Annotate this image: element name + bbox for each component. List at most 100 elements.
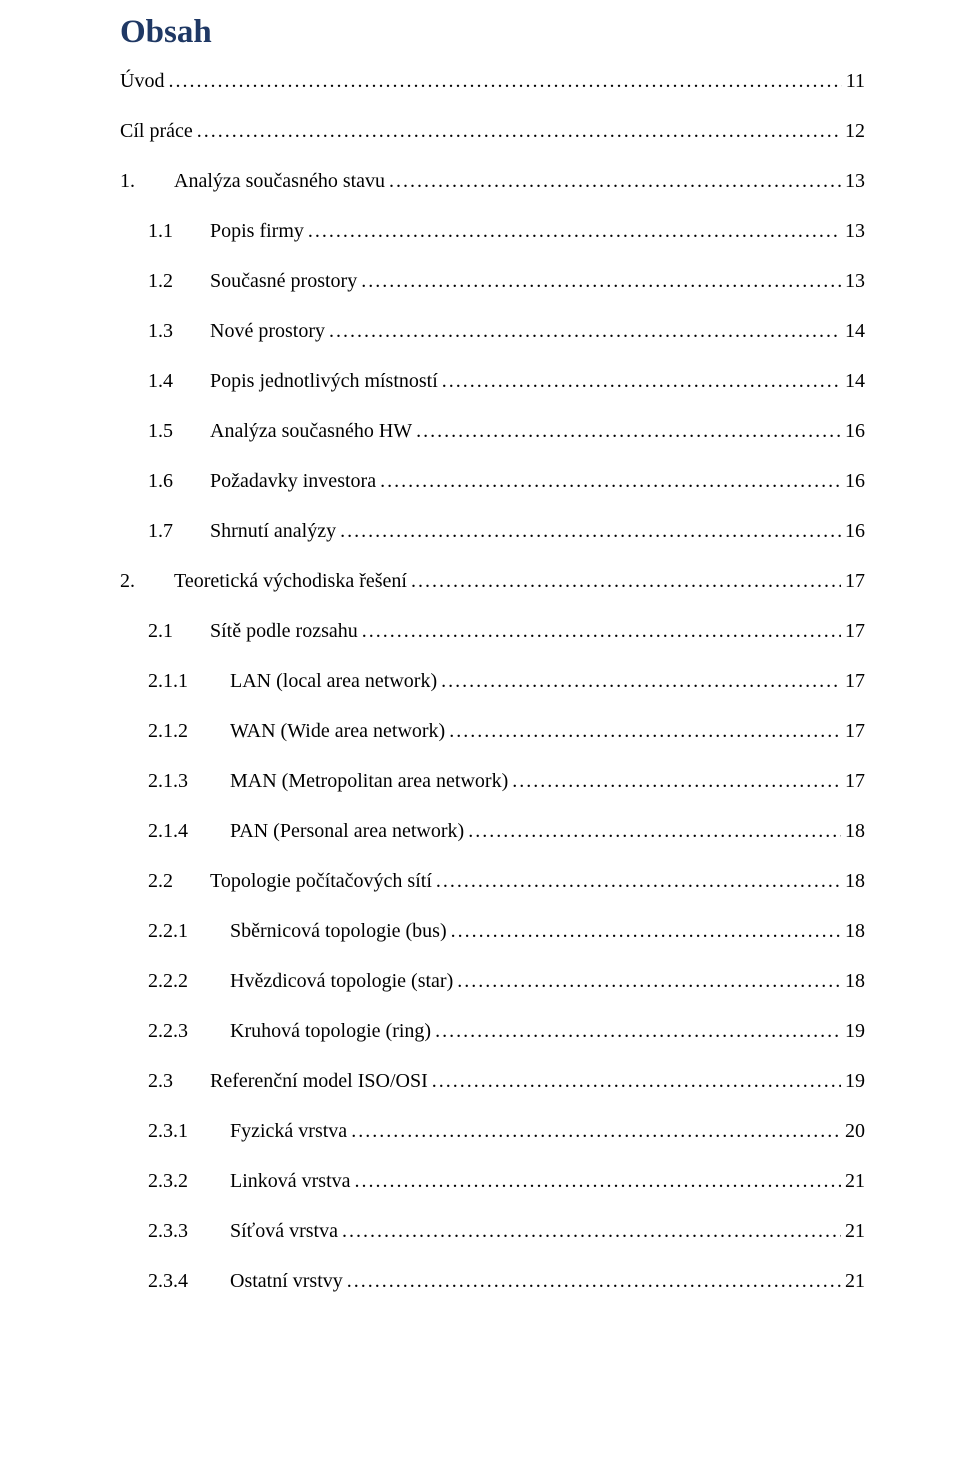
toc-entry-title: Ostatní vrstvy (230, 1269, 343, 1293)
toc-entry-number: 1.2 (148, 269, 210, 293)
toc-entry-title: Nové prostory (210, 319, 325, 343)
toc-entry-number: 2.1 (148, 619, 210, 643)
toc-entry-page: 17 (845, 619, 865, 643)
toc-entry-title: Shrnutí analýzy (210, 519, 336, 543)
toc-entry-leader (351, 1119, 841, 1143)
toc-entry: 2.3.1Fyzická vrstva 20 (120, 1119, 865, 1143)
toc-entry-title: Sítě podle rozsahu (210, 619, 358, 643)
toc-entry-number: 1.5 (148, 419, 210, 443)
toc-entry-number: 2.2.1 (148, 919, 230, 943)
toc-entry-page: 14 (845, 319, 865, 343)
toc-entry-page: 21 (845, 1219, 865, 1243)
toc-entry-leader (389, 169, 841, 193)
toc-entry-page: 19 (845, 1069, 865, 1093)
toc-entry-leader (468, 819, 841, 843)
toc-entry: 1.Analýza současného stavu 13 (120, 169, 865, 193)
toc-entry-page: 14 (845, 369, 865, 393)
toc-entry-title: Současné prostory (210, 269, 357, 293)
toc-entry-title: Požadavky investora (210, 469, 376, 493)
toc-entry: 1.1Popis firmy 13 (120, 219, 865, 243)
toc-entry-page: 20 (845, 1119, 865, 1143)
toc-entry: 1.6Požadavky investora 16 (120, 469, 865, 493)
toc-entry-leader (432, 1069, 841, 1093)
toc-entry: 2.2.3Kruhová topologie (ring) 19 (120, 1019, 865, 1043)
toc-entry: 2.2Topologie počítačových sítí 18 (120, 869, 865, 893)
toc-entry-title: WAN (Wide area network) (230, 719, 445, 743)
toc-entry-number: 1.4 (148, 369, 210, 393)
toc-entry-page: 18 (845, 819, 865, 843)
toc-entry: 2.3.4Ostatní vrstvy 21 (120, 1269, 865, 1293)
toc-entry-leader (416, 419, 841, 443)
toc-entry: 2.1.2WAN (Wide area network) 17 (120, 719, 865, 743)
toc-entry-title: Topologie počítačových sítí (210, 869, 432, 893)
toc-entry-leader (441, 669, 841, 693)
toc-entry-page: 13 (845, 169, 865, 193)
toc-entry-number: 2.3 (148, 1069, 210, 1093)
toc-entry-page: 18 (845, 969, 865, 993)
toc-entry-page: 21 (845, 1269, 865, 1293)
toc-entry: 2.2.2Hvězdicová topologie (star) 18 (120, 969, 865, 993)
toc-entry-title: MAN (Metropolitan area network) (230, 769, 508, 793)
toc-entry-title: Analýza současného HW (210, 419, 412, 443)
toc-entry-number: 1.6 (148, 469, 210, 493)
toc-entry: 1.3Nové prostory 14 (120, 319, 865, 343)
toc-entry-page: 13 (845, 269, 865, 293)
toc-entry-number: 2.2 (148, 869, 210, 893)
toc-entry-leader (329, 319, 841, 343)
toc-entry: 1.5Analýza současného HW 16 (120, 419, 865, 443)
toc-entry: 2.3Referenční model ISO/OSI 19 (120, 1069, 865, 1093)
toc-entry: 1.4Popis jednotlivých místností 14 (120, 369, 865, 393)
toc-title: Obsah (120, 14, 865, 51)
toc-entry-leader (411, 569, 841, 593)
toc-entry-number: 1.7 (148, 519, 210, 543)
toc-entry: 2.2.1Sběrnicová topologie (bus) 18 (120, 919, 865, 943)
toc-entry-leader (362, 619, 841, 643)
page: Obsah Úvod 11 Cíl práce 12 1.Analýza souča… (0, 0, 960, 1462)
toc-entry-number: 2.1.3 (148, 769, 230, 793)
toc-container: Úvod 11 Cíl práce 12 1.Analýza současného … (120, 69, 865, 1293)
toc-entry-page: 12 (845, 119, 865, 143)
toc-entry-number: 2.1.4 (148, 819, 230, 843)
toc-entry-page: 16 (845, 469, 865, 493)
toc-entry-page: 18 (845, 869, 865, 893)
toc-entry: 1.7Shrnutí analýzy 16 (120, 519, 865, 543)
toc-entry-leader (342, 1219, 841, 1243)
toc-entry-number: 1.1 (148, 219, 210, 243)
toc-entry-number: 2.3.1 (148, 1119, 230, 1143)
toc-entry-leader (197, 119, 841, 143)
toc-entry-page: 16 (845, 519, 865, 543)
toc-entry-page: 13 (845, 219, 865, 243)
toc-entry: 2.1.4PAN (Personal area network) 18 (120, 819, 865, 843)
toc-entry: Úvod 11 (120, 69, 865, 93)
toc-entry-leader (380, 469, 841, 493)
toc-entry-page: 19 (845, 1019, 865, 1043)
toc-entry-title: Analýza současného stavu (174, 169, 385, 193)
toc-entry-leader (340, 519, 841, 543)
toc-entry-page: 21 (845, 1169, 865, 1193)
toc-entry-title: Hvězdicová topologie (star) (230, 969, 453, 993)
toc-entry-page: 17 (845, 669, 865, 693)
toc-entry-title: Úvod (120, 69, 164, 93)
toc-entry-leader (435, 1019, 841, 1043)
toc-entry-title: Linková vrstva (230, 1169, 351, 1193)
toc-entry-page: 11 (846, 69, 865, 93)
toc-entry: 2.1.3MAN (Metropolitan area network) 17 (120, 769, 865, 793)
toc-entry-title: Referenční model ISO/OSI (210, 1069, 428, 1093)
toc-entry-title: Sběrnicová topologie (bus) (230, 919, 447, 943)
toc-entry-number: 2.3.3 (148, 1219, 230, 1243)
toc-entry-leader (347, 1269, 841, 1293)
toc-entry: 1.2Současné prostory 13 (120, 269, 865, 293)
toc-entry-leader (442, 369, 841, 393)
toc-entry-page: 17 (845, 719, 865, 743)
toc-entry: Cíl práce 12 (120, 119, 865, 143)
toc-entry: 2.3.2Linková vrstva 21 (120, 1169, 865, 1193)
toc-entry-number: 2.1.2 (148, 719, 230, 743)
toc-entry-leader (168, 69, 841, 93)
toc-entry-title: Síťová vrstva (230, 1219, 338, 1243)
toc-entry-title: Teoretická východiska řešení (174, 569, 407, 593)
toc-entry-title: Cíl práce (120, 119, 193, 143)
toc-entry-leader (355, 1169, 841, 1193)
toc-entry-title: Popis firmy (210, 219, 304, 243)
toc-entry-leader (436, 869, 841, 893)
toc-entry-title: LAN (local area network) (230, 669, 437, 693)
